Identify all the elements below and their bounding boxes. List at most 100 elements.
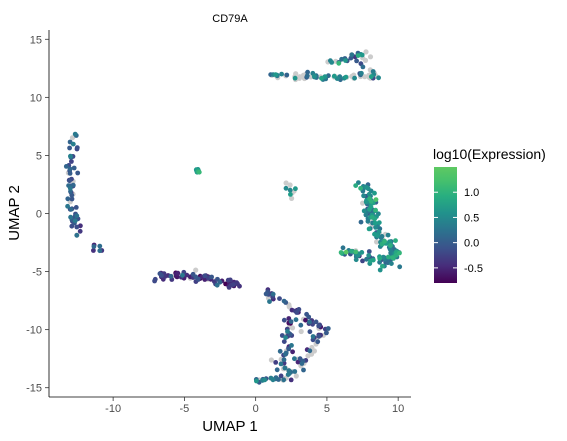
cell-point xyxy=(296,307,302,312)
cell-point xyxy=(366,253,372,258)
cell-point xyxy=(270,291,276,297)
cell-point xyxy=(277,296,282,301)
x-axis-ticks: -10 -5 0 5 10 xyxy=(105,397,404,415)
cell-point xyxy=(349,52,355,58)
cell-point xyxy=(278,361,284,367)
cell-point xyxy=(284,72,290,78)
cell-point xyxy=(69,196,75,202)
cell-point-unexpressed xyxy=(305,353,311,359)
cell-point xyxy=(367,196,372,202)
cell-point xyxy=(175,270,181,276)
cell-point xyxy=(312,73,317,79)
cell-point-unexpressed xyxy=(311,348,317,354)
cell-point xyxy=(377,267,383,273)
cell-point-unexpressed xyxy=(362,57,369,64)
cell-point xyxy=(331,73,337,79)
legend-tick-label: 0.0 xyxy=(464,238,479,250)
cell-point xyxy=(366,249,372,254)
cell-point xyxy=(283,185,289,191)
cell-point xyxy=(273,72,278,78)
cell-point xyxy=(301,367,306,373)
cell-point xyxy=(65,203,70,209)
cell-point xyxy=(336,60,342,66)
cell-point xyxy=(72,131,78,137)
cell-point xyxy=(382,238,387,244)
cell-point xyxy=(74,145,80,151)
x-axis-title: UMAP 1 xyxy=(202,418,258,435)
cell-point-unexpressed xyxy=(268,357,274,363)
cell-point xyxy=(289,343,294,348)
cell-point xyxy=(307,319,312,325)
cell-point xyxy=(304,73,310,79)
cell-point xyxy=(385,232,391,238)
legend-title: log10(Expression) xyxy=(433,146,546,162)
cell-point-unexpressed xyxy=(69,135,76,141)
x-tick-label: 10 xyxy=(392,403,404,415)
cell-point xyxy=(306,314,312,320)
cell-point xyxy=(376,229,382,235)
cell-point xyxy=(274,367,280,373)
cell-point xyxy=(292,369,298,374)
cell-point xyxy=(359,52,365,58)
x-tick-label: 5 xyxy=(324,403,330,415)
cell-point xyxy=(298,322,304,328)
y-axis-ticks: -15 -10 -5 0 5 10 15 xyxy=(26,34,49,395)
cell-point xyxy=(217,279,223,285)
cell-point xyxy=(355,53,361,58)
cell-point xyxy=(287,187,293,193)
x-tick-label: -10 xyxy=(105,403,121,415)
cell-point xyxy=(388,249,394,254)
y-axis-title: UMAP 2 xyxy=(6,185,23,241)
cell-point xyxy=(389,261,394,266)
cell-point xyxy=(353,183,359,189)
cell-point xyxy=(97,248,103,254)
cell-point xyxy=(184,272,190,278)
cell-point xyxy=(366,191,372,197)
x-tick-label: 0 xyxy=(253,403,259,415)
cell-point xyxy=(339,56,344,62)
cell-point xyxy=(70,182,76,188)
cell-point xyxy=(74,213,80,219)
cell-point xyxy=(288,192,293,197)
cell-point xyxy=(97,243,103,249)
cell-point xyxy=(262,377,268,383)
cell-point xyxy=(343,74,349,80)
cell-point xyxy=(281,317,287,323)
legend-colorbar xyxy=(434,167,457,283)
cell-point xyxy=(379,234,385,239)
cell-point xyxy=(286,346,292,352)
cell-point xyxy=(316,323,322,329)
cell-point xyxy=(354,58,359,64)
cell-point xyxy=(67,145,72,151)
cell-point xyxy=(305,69,310,75)
cell-point xyxy=(273,360,279,365)
cell-point xyxy=(68,214,73,220)
cell-point xyxy=(285,329,290,334)
cell-point xyxy=(288,377,294,383)
cell-point xyxy=(270,377,276,383)
cell-point xyxy=(285,372,291,377)
cell-point xyxy=(69,159,74,164)
cell-point xyxy=(225,277,231,283)
cell-point xyxy=(377,256,383,261)
cell-point-unexpressed xyxy=(367,54,374,60)
cell-point xyxy=(368,258,373,264)
cell-point xyxy=(359,70,364,76)
cell-point xyxy=(68,207,74,212)
cell-point xyxy=(364,256,369,262)
cell-point xyxy=(290,349,295,355)
cell-point xyxy=(196,169,202,175)
cell-point xyxy=(359,250,365,255)
cell-point xyxy=(307,329,313,335)
cell-point xyxy=(388,243,393,248)
cell-point xyxy=(281,377,287,383)
cell-point xyxy=(373,197,379,203)
cell-point xyxy=(278,373,284,379)
cell-point xyxy=(303,317,308,323)
cell-point xyxy=(360,258,365,264)
cell-point xyxy=(386,254,391,260)
x-tick-label: -5 xyxy=(180,403,190,415)
cell-point xyxy=(324,330,329,336)
cell-point xyxy=(193,274,199,280)
cell-point xyxy=(152,278,158,284)
